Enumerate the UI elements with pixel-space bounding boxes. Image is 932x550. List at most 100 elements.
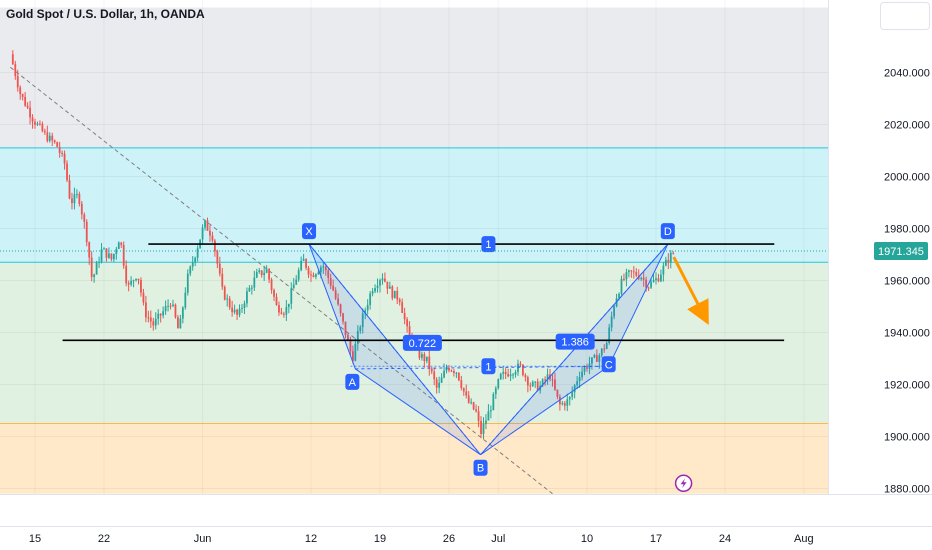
candle-body bbox=[650, 281, 652, 288]
candle-body bbox=[172, 304, 174, 307]
ratio-xb-box bbox=[402, 334, 442, 351]
candle-body bbox=[541, 379, 544, 386]
candle-body bbox=[342, 313, 344, 322]
candle-body bbox=[448, 367, 450, 371]
candle-body bbox=[507, 374, 510, 377]
candle-body bbox=[216, 251, 219, 264]
candle-body bbox=[315, 274, 317, 277]
candle-body bbox=[255, 271, 258, 278]
candle-body bbox=[179, 318, 182, 329]
candle-body bbox=[536, 381, 539, 391]
label-a: A bbox=[349, 377, 357, 389]
candle-body bbox=[287, 303, 290, 308]
candle-body bbox=[73, 194, 76, 204]
candle-body bbox=[238, 308, 241, 315]
y-tick-label: 2020.000 bbox=[884, 120, 930, 132]
candle-body bbox=[465, 391, 468, 396]
candle-body bbox=[39, 123, 41, 125]
pattern-xab-triangle bbox=[308, 243, 481, 456]
candle-body bbox=[334, 290, 337, 299]
candle-body bbox=[228, 298, 231, 308]
candle-body bbox=[381, 278, 384, 281]
candle-body bbox=[268, 269, 271, 280]
candle-body bbox=[472, 402, 475, 410]
candle-body bbox=[31, 117, 34, 122]
y-tick-label: 1980.000 bbox=[884, 224, 930, 236]
candle-body bbox=[470, 402, 473, 404]
candle-body bbox=[46, 132, 49, 141]
candle-body bbox=[632, 271, 635, 273]
candle-body bbox=[258, 270, 261, 272]
candle-body bbox=[669, 252, 672, 263]
candle-body bbox=[186, 273, 189, 293]
candle-body bbox=[66, 163, 68, 181]
candle-body bbox=[19, 87, 22, 95]
candle-body bbox=[270, 279, 273, 291]
candle-body bbox=[571, 392, 574, 398]
candle-body bbox=[576, 381, 579, 386]
candle-body bbox=[58, 146, 61, 153]
candle-body bbox=[445, 367, 448, 371]
candle-body bbox=[482, 423, 485, 434]
candle-body bbox=[280, 312, 283, 314]
candle-body bbox=[514, 372, 517, 375]
candle-body bbox=[307, 267, 310, 275]
candle-body bbox=[103, 248, 105, 250]
candle-body bbox=[647, 287, 650, 289]
candle-body bbox=[408, 326, 411, 336]
candle-body bbox=[655, 278, 657, 281]
candle-body bbox=[88, 242, 91, 258]
candle-body bbox=[231, 307, 234, 313]
candle-body bbox=[243, 303, 246, 308]
candle-body bbox=[657, 278, 660, 282]
candle-body bbox=[608, 327, 611, 344]
candle-body bbox=[544, 379, 546, 381]
candle-body bbox=[265, 269, 268, 273]
zone-layer bbox=[0, 7, 828, 494]
candle-body bbox=[529, 385, 532, 387]
candle-body bbox=[613, 306, 615, 317]
candle-body bbox=[117, 242, 120, 249]
label-d-box bbox=[660, 223, 675, 240]
candle-body bbox=[236, 309, 238, 315]
candle-body bbox=[519, 363, 522, 365]
candle-body bbox=[144, 302, 147, 318]
candle-body bbox=[351, 351, 354, 361]
candle-body bbox=[578, 377, 581, 382]
candle-body bbox=[36, 123, 39, 125]
candle-body bbox=[83, 214, 86, 222]
candle-body bbox=[297, 270, 300, 280]
forecast-arrow bbox=[672, 256, 709, 325]
candle-body bbox=[196, 248, 199, 258]
candle-body bbox=[349, 340, 352, 352]
candle-body bbox=[61, 152, 64, 154]
ratio-mid-bottom: 1 bbox=[485, 361, 491, 373]
candle-body bbox=[98, 261, 100, 263]
y-tick-label: 1920.000 bbox=[884, 380, 930, 392]
candle-body bbox=[386, 281, 389, 289]
top-right-button[interactable] bbox=[880, 2, 930, 30]
candle-body bbox=[396, 290, 399, 300]
x-tick-label: Jun bbox=[194, 533, 212, 545]
price-tag: 1971.345 bbox=[878, 246, 924, 258]
candle-body bbox=[127, 283, 130, 285]
candle-body bbox=[374, 288, 376, 292]
candle-body bbox=[285, 307, 288, 315]
candle-body bbox=[292, 284, 295, 289]
label-b: B bbox=[477, 463, 484, 475]
candle-body bbox=[497, 379, 500, 389]
candle-body bbox=[305, 259, 307, 268]
candle-body bbox=[554, 379, 556, 390]
candle-body bbox=[494, 388, 497, 395]
ratio-mid-bottom-box bbox=[481, 358, 496, 375]
candle-body bbox=[598, 355, 601, 362]
candle-body bbox=[664, 259, 667, 266]
candle-body bbox=[201, 227, 204, 240]
candle-body bbox=[440, 377, 443, 383]
candle-body bbox=[140, 280, 142, 293]
x-tick-label: 10 bbox=[581, 533, 593, 545]
candle-body bbox=[181, 307, 184, 319]
candle-body bbox=[300, 260, 303, 271]
